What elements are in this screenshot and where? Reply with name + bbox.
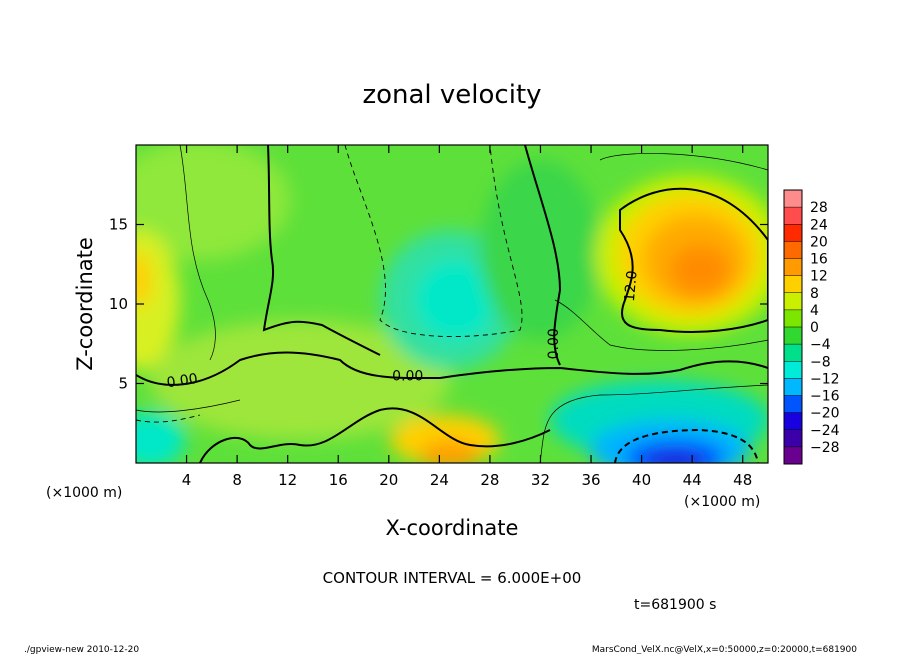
colorbar-tick-label: 16 bbox=[810, 252, 828, 268]
colorbar-tick-label: 24 bbox=[810, 217, 828, 233]
x-tick-label: 12 bbox=[278, 471, 297, 489]
x-tick-label: 24 bbox=[430, 471, 449, 489]
colorbar-tick-label: −16 bbox=[810, 389, 840, 405]
contour-lines bbox=[136, 145, 768, 463]
x-tick-label: 48 bbox=[733, 471, 752, 489]
colorbar-swatch bbox=[784, 190, 802, 208]
colorbar-tick-label: −4 bbox=[810, 337, 831, 353]
colorbar-tick-label: −24 bbox=[810, 423, 840, 439]
colorbar-swatch bbox=[784, 275, 802, 294]
footer-left: ./gpview-new 2010-12-20 bbox=[24, 645, 139, 654]
colorbar-tick-label: 4 bbox=[810, 303, 819, 319]
colorbar-tick-label: 20 bbox=[810, 234, 828, 250]
x-tick-label: 36 bbox=[581, 471, 600, 489]
colorbar-swatch bbox=[784, 378, 802, 396]
footer-right: MarsCond_VelX.nc@VelX,x=0:50000,z=0:2000… bbox=[592, 645, 857, 654]
contour-label: 0.00 bbox=[546, 328, 562, 359]
contour-thin-1 bbox=[179, 145, 216, 361]
colorbar-swatch bbox=[784, 395, 802, 414]
x-axis: 4 8 12 16 20 24 28 32 36 40 44 48 bbox=[182, 145, 752, 489]
colorbar-tick-label: 8 bbox=[810, 286, 819, 302]
x-unit-label-right: (×1000 m) bbox=[684, 494, 760, 510]
heatmap-field bbox=[136, 145, 768, 463]
y-axis-label: Z-coordinate bbox=[73, 237, 97, 371]
colorbar-swatch bbox=[784, 241, 802, 259]
x-unit-label-left: (×1000 m) bbox=[46, 485, 122, 501]
colorbar-swatch bbox=[784, 327, 802, 345]
contour-zero-upper bbox=[262, 145, 381, 356]
x-tick-label: 40 bbox=[632, 471, 651, 489]
colorbar-swatch bbox=[784, 344, 802, 362]
colorbar-tick-label: 12 bbox=[810, 269, 828, 285]
colorbar-tick-label: 28 bbox=[810, 200, 828, 216]
time-text: t=681900 s bbox=[634, 597, 716, 613]
contour-label: 12.0 bbox=[622, 270, 641, 302]
y-axis: 5 10 15 bbox=[109, 216, 768, 393]
contour-thin-5 bbox=[554, 299, 768, 351]
colorbar-swatch bbox=[784, 258, 802, 277]
x-axis-label: X-coordinate bbox=[386, 516, 519, 540]
chart-title: zonal velocity bbox=[362, 80, 541, 110]
contour-thin-4 bbox=[599, 153, 768, 171]
colorbar-swatch bbox=[784, 429, 802, 448]
colorbar-swatch bbox=[784, 361, 802, 379]
contour-interval-text: CONTOUR INTERVAL = 6.000E+00 bbox=[323, 569, 582, 587]
y-tick-label: 5 bbox=[118, 375, 128, 393]
colorbar-tick-label: −8 bbox=[810, 354, 831, 370]
contour-negative-bottom bbox=[614, 428, 759, 463]
colorbar-tick-label: −20 bbox=[810, 406, 840, 422]
colorbar-tick-label: −12 bbox=[810, 371, 840, 387]
colorbar-swatch bbox=[784, 412, 802, 431]
colorbar-swatch bbox=[784, 446, 802, 465]
x-tick-label: 20 bbox=[379, 471, 398, 489]
y-tick-label: 15 bbox=[109, 216, 128, 234]
contour-labels: 0.00 0.00 0.00 12.0 bbox=[166, 270, 641, 391]
colorbar-tick-label: −28 bbox=[810, 440, 840, 456]
x-tick-label: 32 bbox=[531, 471, 550, 489]
colorbar-tick-label: 0 bbox=[810, 320, 819, 336]
contour-thin-3 bbox=[539, 384, 768, 463]
y-tick-label: 10 bbox=[109, 295, 128, 313]
x-tick-label: 4 bbox=[182, 471, 192, 489]
contour-dashed-center bbox=[344, 145, 523, 337]
colorbar-swatch bbox=[784, 207, 802, 225]
x-tick-label: 44 bbox=[683, 471, 702, 489]
x-tick-label: 16 bbox=[329, 471, 348, 489]
colorbar-swatch bbox=[784, 224, 802, 242]
contour-label: 0.00 bbox=[166, 371, 199, 391]
colorbar-swatch bbox=[784, 309, 802, 328]
contour-twelve bbox=[619, 187, 768, 333]
x-tick-label: 28 bbox=[480, 471, 499, 489]
colorbar-swatch bbox=[784, 292, 802, 311]
contour-zero-right bbox=[524, 145, 562, 366]
contour-zero-left bbox=[136, 351, 768, 386]
contour-thin-2 bbox=[136, 399, 241, 413]
contour-label: 0.00 bbox=[392, 368, 423, 384]
x-tick-label: 8 bbox=[232, 471, 242, 489]
contour-zero-bottom bbox=[199, 407, 551, 463]
